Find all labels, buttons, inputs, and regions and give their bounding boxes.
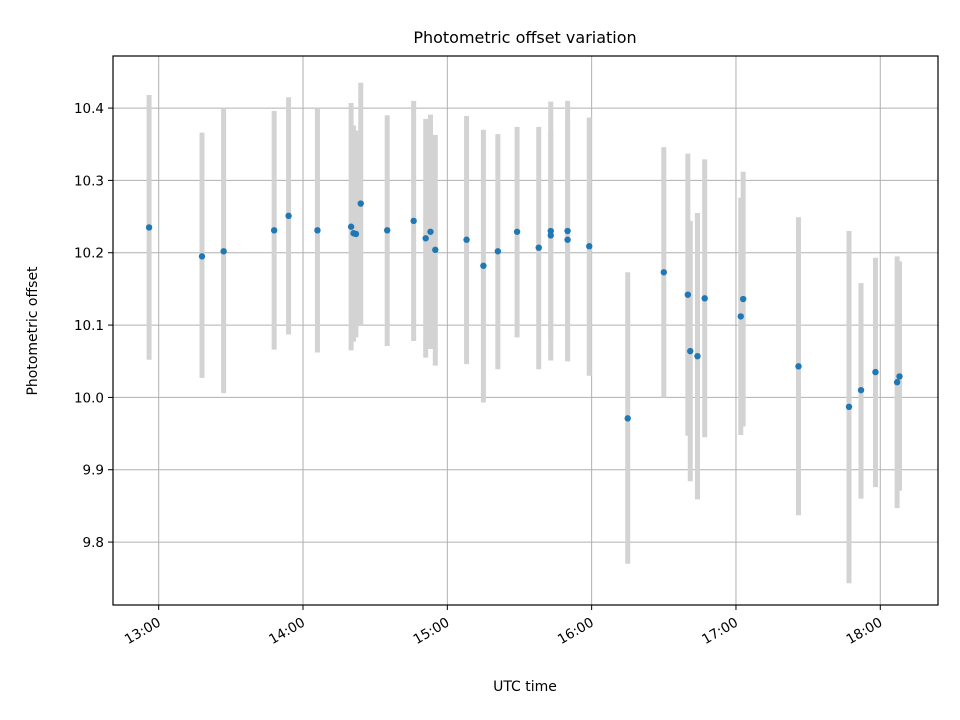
y-tick-label: 9.8 xyxy=(83,535,104,551)
data-points xyxy=(145,200,903,422)
data-point xyxy=(314,227,321,234)
data-point xyxy=(463,236,470,243)
data-point xyxy=(220,248,227,255)
data-point xyxy=(270,227,278,234)
y-tick-label: 9.9 xyxy=(83,463,104,479)
y-axis-label: Photometric offset xyxy=(25,266,41,396)
data-point xyxy=(145,224,153,231)
data-point xyxy=(701,295,708,302)
data-point xyxy=(624,415,631,422)
data-point xyxy=(694,352,701,360)
error-bars xyxy=(146,82,903,584)
chart-title: Photometric offset variation xyxy=(413,28,636,47)
data-point xyxy=(564,236,571,243)
data-point xyxy=(410,217,417,225)
y-tick-label: 10.0 xyxy=(74,390,104,406)
x-tick-label: 17:00 xyxy=(699,615,741,648)
data-point xyxy=(586,243,593,250)
data-point xyxy=(427,228,434,235)
data-point xyxy=(687,347,694,355)
data-point xyxy=(352,230,360,238)
data-point xyxy=(494,248,502,255)
data-point xyxy=(660,269,668,276)
data-point xyxy=(857,386,865,394)
x-tick-label: 13:00 xyxy=(122,615,164,648)
data-point xyxy=(547,232,554,239)
data-point xyxy=(285,212,292,220)
data-point xyxy=(564,227,571,235)
data-point xyxy=(795,363,802,370)
x-tick-label: 15:00 xyxy=(411,615,453,648)
y-tick-label: 10.3 xyxy=(74,173,104,189)
data-point xyxy=(845,403,853,411)
data-point xyxy=(480,262,487,269)
data-point xyxy=(896,373,903,380)
data-point xyxy=(872,368,879,376)
data-point xyxy=(513,228,521,235)
x-tick-label: 18:00 xyxy=(844,615,886,648)
x-tick-label: 14:00 xyxy=(266,615,308,648)
grid xyxy=(113,56,938,605)
plot-frame xyxy=(112,55,939,606)
data-point xyxy=(422,235,429,242)
data-point xyxy=(357,200,364,207)
y-tick-label: 10.1 xyxy=(74,318,104,334)
x-tick-label: 16:00 xyxy=(555,615,597,648)
x-axis-ticks: 13:00 14:00 15:00 16:00 17:00 18:00 xyxy=(122,605,885,648)
x-axis-label: UTC time xyxy=(493,679,557,695)
y-tick-label: 10.2 xyxy=(74,246,104,262)
data-point xyxy=(893,379,901,386)
data-point xyxy=(684,291,692,298)
data-point xyxy=(383,227,391,234)
data-point xyxy=(432,246,439,254)
data-point xyxy=(535,244,542,251)
data-point xyxy=(347,223,355,230)
data-point xyxy=(737,313,744,320)
data-point xyxy=(198,253,206,260)
y-axis-ticks: 9.8 9.9 10.0 10.1 10.2 10.3 10.4 xyxy=(74,101,113,551)
y-tick-label: 10.4 xyxy=(74,101,104,117)
data-point xyxy=(739,295,747,303)
